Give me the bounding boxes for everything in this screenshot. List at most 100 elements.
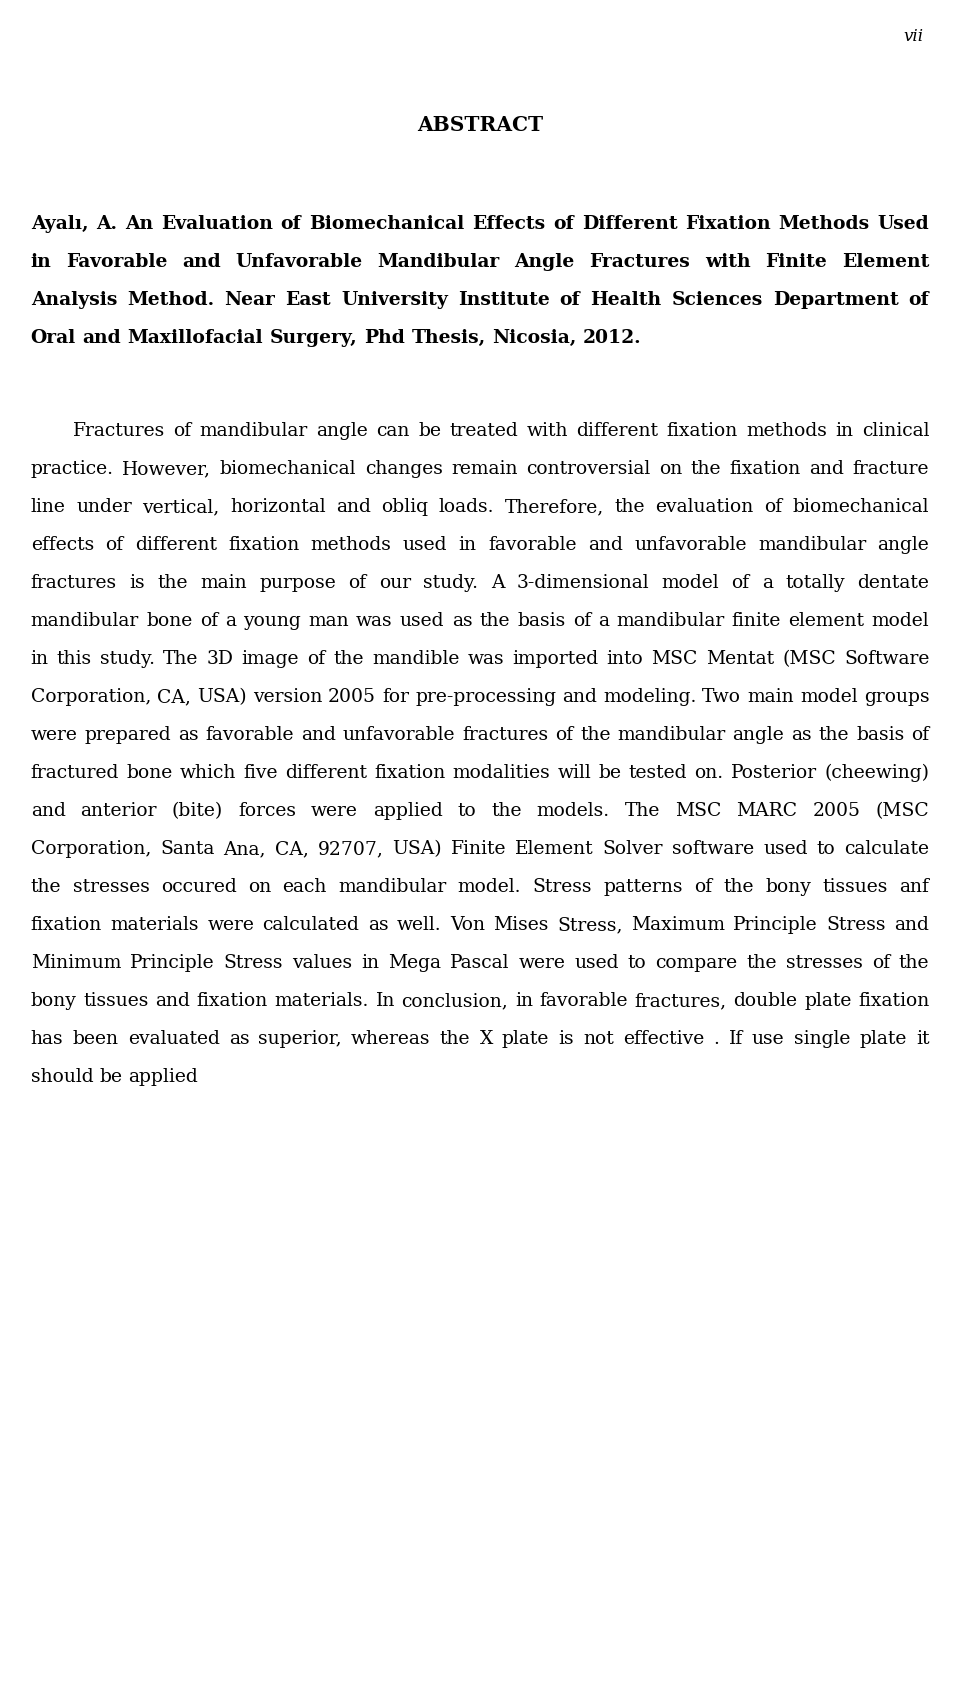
Text: Analysis: Analysis bbox=[31, 291, 117, 309]
Text: mandibular: mandibular bbox=[200, 422, 308, 441]
Text: Stress,: Stress, bbox=[557, 917, 623, 934]
Text: in: in bbox=[835, 422, 853, 441]
Text: USA): USA) bbox=[197, 688, 247, 706]
Text: mandibular: mandibular bbox=[31, 612, 139, 631]
Text: plate: plate bbox=[859, 1029, 906, 1048]
Text: Institute: Institute bbox=[458, 291, 550, 309]
Text: and: and bbox=[83, 330, 121, 346]
Text: USA): USA) bbox=[393, 839, 442, 858]
Text: Element: Element bbox=[842, 252, 929, 271]
Text: In: In bbox=[375, 992, 395, 1009]
Text: MSC: MSC bbox=[675, 802, 722, 821]
Text: mandibular: mandibular bbox=[758, 537, 866, 553]
Text: 3D: 3D bbox=[206, 649, 233, 668]
Text: and: and bbox=[588, 537, 623, 553]
Text: materials: materials bbox=[110, 917, 199, 934]
Text: bone: bone bbox=[127, 764, 173, 782]
Text: vii: vii bbox=[904, 29, 924, 45]
Text: for: for bbox=[382, 688, 409, 706]
Text: were: were bbox=[518, 954, 565, 972]
Text: version: version bbox=[252, 688, 322, 706]
Text: to: to bbox=[458, 802, 476, 821]
Text: model: model bbox=[661, 574, 719, 592]
Text: dentate: dentate bbox=[857, 574, 929, 592]
Text: is: is bbox=[559, 1029, 574, 1048]
Text: be: be bbox=[419, 422, 441, 441]
Text: main: main bbox=[748, 688, 794, 706]
Text: basis: basis bbox=[856, 727, 904, 743]
Text: Method.: Method. bbox=[127, 291, 214, 309]
Text: will: will bbox=[558, 764, 591, 782]
Text: our: our bbox=[379, 574, 411, 592]
Text: and: and bbox=[895, 917, 929, 934]
Text: main: main bbox=[200, 574, 247, 592]
Text: on: on bbox=[248, 878, 271, 897]
Text: vertical,: vertical, bbox=[142, 498, 220, 516]
Text: of: of bbox=[694, 878, 712, 897]
Text: MSC: MSC bbox=[652, 649, 698, 668]
Text: Favorable: Favorable bbox=[66, 252, 168, 271]
Text: modalities: modalities bbox=[453, 764, 550, 782]
Text: effective: effective bbox=[623, 1029, 705, 1048]
Text: CA,: CA, bbox=[275, 839, 308, 858]
Text: the: the bbox=[614, 498, 645, 516]
Text: plate: plate bbox=[804, 992, 852, 1009]
Text: unfavorable: unfavorable bbox=[635, 537, 747, 553]
Text: fractures,: fractures, bbox=[635, 992, 727, 1009]
Text: can: can bbox=[376, 422, 410, 441]
Text: Fixation: Fixation bbox=[685, 215, 771, 234]
Text: Corporation,: Corporation, bbox=[31, 688, 151, 706]
Text: man: man bbox=[308, 612, 348, 631]
Text: Ana,: Ana, bbox=[224, 839, 266, 858]
Text: of: of bbox=[573, 612, 590, 631]
Text: Used: Used bbox=[877, 215, 929, 234]
Text: totally: totally bbox=[785, 574, 845, 592]
Text: imported: imported bbox=[513, 649, 598, 668]
Text: models.: models. bbox=[537, 802, 610, 821]
Text: Pascal: Pascal bbox=[450, 954, 510, 972]
Text: model: model bbox=[800, 688, 857, 706]
Text: materials.: materials. bbox=[275, 992, 369, 1009]
Text: Stress: Stress bbox=[827, 917, 886, 934]
Text: with: with bbox=[526, 422, 568, 441]
Text: (MSC: (MSC bbox=[782, 649, 836, 668]
Text: into: into bbox=[607, 649, 643, 668]
Text: anterior: anterior bbox=[81, 802, 157, 821]
Text: Unfavorable: Unfavorable bbox=[236, 252, 363, 271]
Text: superior,: superior, bbox=[258, 1029, 342, 1048]
Text: Department: Department bbox=[773, 291, 899, 309]
Text: MARC: MARC bbox=[736, 802, 798, 821]
Text: Phd: Phd bbox=[364, 330, 405, 346]
Text: image: image bbox=[242, 649, 300, 668]
Text: mandibular: mandibular bbox=[616, 612, 725, 631]
Text: angle: angle bbox=[317, 422, 368, 441]
Text: ABSTRACT: ABSTRACT bbox=[417, 114, 543, 135]
Text: Principle: Principle bbox=[733, 917, 818, 934]
Text: fixation: fixation bbox=[374, 764, 445, 782]
Text: pre-processing: pre-processing bbox=[415, 688, 556, 706]
Text: evaluated: evaluated bbox=[128, 1029, 220, 1048]
Text: tested: tested bbox=[629, 764, 687, 782]
Text: calculated: calculated bbox=[263, 917, 359, 934]
Text: the: the bbox=[690, 459, 721, 478]
Text: biomechanical: biomechanical bbox=[220, 459, 356, 478]
Text: to: to bbox=[817, 839, 835, 858]
Text: double: double bbox=[733, 992, 798, 1009]
Text: applied: applied bbox=[129, 1068, 198, 1087]
Text: bony: bony bbox=[31, 992, 77, 1009]
Text: model.: model. bbox=[458, 878, 521, 897]
Text: of: of bbox=[200, 612, 218, 631]
Text: and: and bbox=[562, 688, 597, 706]
Text: remain: remain bbox=[451, 459, 517, 478]
Text: fixation: fixation bbox=[858, 992, 929, 1009]
Text: An: An bbox=[125, 215, 154, 234]
Text: A: A bbox=[491, 574, 504, 592]
Text: and: and bbox=[182, 252, 221, 271]
Text: the: the bbox=[580, 727, 611, 743]
Text: favorable: favorable bbox=[205, 727, 294, 743]
Text: not: not bbox=[584, 1029, 614, 1048]
Text: with: with bbox=[705, 252, 751, 271]
Text: fixation: fixation bbox=[228, 537, 300, 553]
Text: favorable: favorable bbox=[488, 537, 577, 553]
Text: The: The bbox=[163, 649, 199, 668]
